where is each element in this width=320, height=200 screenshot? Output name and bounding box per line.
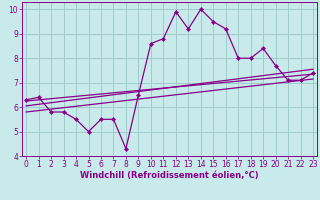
X-axis label: Windchill (Refroidissement éolien,°C): Windchill (Refroidissement éolien,°C) [80, 171, 259, 180]
